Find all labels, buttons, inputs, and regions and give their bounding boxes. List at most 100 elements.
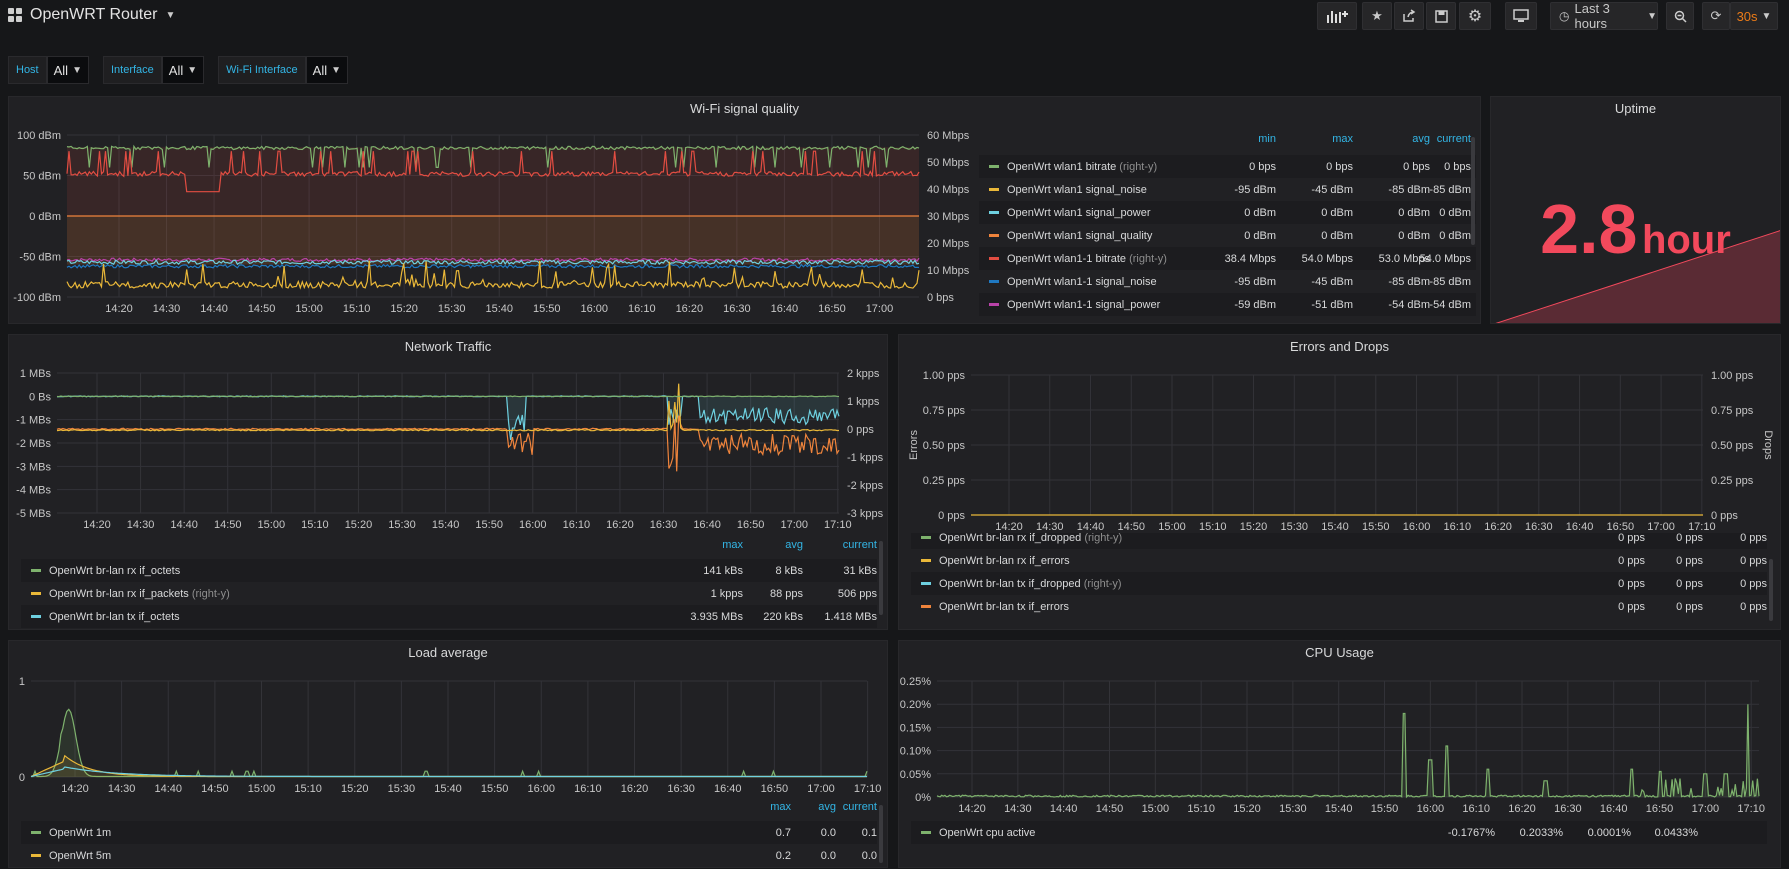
- panel-title[interactable]: Uptime: [1614, 101, 1657, 116]
- legend-series-name[interactable]: OpenWrt br-lan tx if_dropped (right-y): [939, 578, 1122, 590]
- variable-host-select[interactable]: All ▼: [46, 56, 89, 84]
- legend-color-swatch[interactable]: [989, 188, 999, 191]
- legend-series-name[interactable]: OpenWrt br-lan tx if_octets: [49, 611, 180, 623]
- legend-color-swatch[interactable]: [921, 605, 931, 608]
- legend-series-name[interactable]: OpenWrt wlan1-1 bitrate (right-y): [1007, 253, 1167, 265]
- legend-scrollbar[interactable]: [1769, 559, 1773, 621]
- legend-row[interactable]: OpenWrt br-lan tx if_dropped (right-y) 0 …: [911, 572, 1767, 595]
- legend-header-current[interactable]: current: [1436, 133, 1471, 145]
- tv-mode-button[interactable]: [1505, 2, 1537, 30]
- legend-header-min[interactable]: min: [1258, 133, 1276, 145]
- legend-row[interactable]: OpenWrt br-lan rx if_octets 141 kBs 8 kBs 3…: [21, 559, 877, 582]
- legend-row[interactable]: OpenWrt br-lan tx if_octets 3.935 MBs 220 …: [21, 605, 877, 628]
- variable-wifi-interface-select[interactable]: All ▼: [305, 56, 349, 84]
- cpu-chart[interactable]: 0.25% 0.20% 0.15% 0.10% 0.05% 0% 14:20 14:30 14:…: [899, 641, 1782, 815]
- panel-title[interactable]: Network Traffic: [404, 339, 492, 354]
- legend-row[interactable]: OpenWrt wlan1 signal_quality 0 dBm 0 dBm 0 …: [979, 224, 1476, 247]
- traffic-chart[interactable]: 1 MBs 0 Bs -1 MBs -2 MBs -3 MBs -4 MBs -5 MBs 2…: [9, 335, 889, 540]
- legend-series-label: OpenWrt br-lan rx if_dropped: [939, 533, 1082, 544]
- legend-row[interactable]: OpenWrt wlan1 signal_power 0 dBm 0 dBm 0 dB…: [979, 201, 1476, 224]
- legend-header-max[interactable]: max: [770, 801, 791, 813]
- y-tick-label: 0.50 pps: [923, 440, 966, 452]
- share-button[interactable]: [1394, 2, 1424, 30]
- legend-color-swatch[interactable]: [31, 569, 41, 572]
- x-tick-label: 17:10: [824, 519, 852, 531]
- legend-row[interactable]: OpenWrt cpu active -0.1767% 0.2033% 0.0001%…: [911, 821, 1767, 844]
- legend-scrollbar[interactable]: [1471, 137, 1475, 245]
- legend-series-name[interactable]: OpenWrt wlan1 signal_quality: [1007, 230, 1152, 242]
- panel-title[interactable]: Load average: [408, 645, 488, 660]
- legend-series-name[interactable]: OpenWrt wlan1-1 signal_noise: [1007, 276, 1157, 288]
- legend-row[interactable]: OpenWrt br-lan rx if_packets (right-y) 1 …: [21, 582, 877, 605]
- legend-scrollbar[interactable]: [879, 541, 883, 615]
- legend-row[interactable]: OpenWrt br-lan rx if_dropped (right-y) 0 …: [911, 533, 1767, 549]
- legend-series-name[interactable]: OpenWrt wlan1 bitrate (right-y): [1007, 161, 1157, 173]
- legend-row[interactable]: OpenWrt 1m 0.7 0.0 0.1: [21, 821, 877, 844]
- panel-title[interactable]: Errors and Drops: [1290, 339, 1389, 354]
- save-button[interactable]: [1426, 2, 1456, 30]
- y-tick-label: 0: [19, 772, 25, 784]
- legend-color-swatch[interactable]: [989, 257, 999, 260]
- star-button[interactable]: ★: [1362, 2, 1392, 30]
- time-picker-button[interactable]: ◷ Last 3 hours ▼: [1550, 1, 1658, 31]
- load-chart[interactable]: 1 0 14:20 14:30 14:40 14:50 15:00 15:10 15:20 15:…: [9, 641, 889, 801]
- legend-color-swatch[interactable]: [31, 831, 41, 834]
- legend-color-swatch[interactable]: [989, 234, 999, 237]
- legend-row[interactable]: OpenWrt wlan1 bitrate (right-y) 0 bps 0 bp…: [979, 155, 1476, 178]
- legend-series-name[interactable]: OpenWrt wlan1 signal_power: [1007, 207, 1150, 219]
- legend-color-swatch[interactable]: [989, 211, 999, 214]
- legend-color-swatch[interactable]: [31, 592, 41, 595]
- legend-header-avg[interactable]: avg: [818, 801, 836, 813]
- settings-button[interactable]: ⚙: [1459, 2, 1491, 30]
- add-panel-button[interactable]: [1317, 2, 1357, 30]
- legend-header-current[interactable]: current: [842, 801, 877, 813]
- refresh-interval-picker[interactable]: 30s ▼: [1730, 2, 1778, 30]
- legend-color-swatch[interactable]: [921, 536, 931, 539]
- legend-series-name[interactable]: OpenWrt wlan1-1 signal_power: [1007, 299, 1160, 311]
- x-tick-label: 17:10: [1737, 803, 1765, 815]
- wifi-chart[interactable]: 100 dBm 50 dBm 0 dBm -50 dBm -100 dBm 60 Mbps…: [9, 97, 979, 325]
- legend-color-swatch[interactable]: [921, 831, 931, 834]
- legend-row[interactable]: OpenWrt wlan1-1 signal_noise -95 dBm -45 d…: [979, 270, 1476, 293]
- legend-series-name[interactable]: OpenWrt br-lan rx if_packets (right-y): [49, 588, 230, 600]
- legend-series-name[interactable]: OpenWrt 5m: [49, 850, 111, 862]
- legend-header-current[interactable]: current: [842, 539, 877, 551]
- legend-series-name[interactable]: OpenWrt cpu active: [939, 827, 1035, 839]
- dashboard-title[interactable]: OpenWRT Router ▼: [8, 6, 175, 24]
- legend-series-name[interactable]: OpenWrt br-lan rx if_errors: [939, 555, 1070, 567]
- series-cpu-active: [936, 704, 1760, 799]
- legend-header-avg[interactable]: avg: [785, 539, 803, 551]
- refresh-button[interactable]: ⟳: [1702, 2, 1730, 30]
- legend-series-name[interactable]: OpenWrt wlan1 signal_noise: [1007, 184, 1147, 196]
- variable-interface-select[interactable]: All ▼: [161, 56, 205, 84]
- legend-series-name[interactable]: OpenWrt 1m: [49, 827, 111, 839]
- legend-color-swatch[interactable]: [989, 280, 999, 283]
- legend-color-swatch[interactable]: [31, 854, 41, 857]
- legend-header-avg[interactable]: avg: [1412, 133, 1430, 145]
- panel-title[interactable]: Wi-Fi signal quality: [689, 101, 800, 116]
- legend-series-label: OpenWrt br-lan tx if_octets: [49, 610, 180, 623]
- legend-series-name[interactable]: OpenWrt br-lan rx if_octets: [49, 565, 180, 577]
- x-tick-label: 15:20: [1233, 803, 1261, 815]
- legend-color-swatch[interactable]: [31, 615, 41, 618]
- errors-chart[interactable]: 1.00 pps 0.75 pps 0.50 pps 0.25 pps 0 pps 1.0…: [899, 335, 1782, 540]
- legend-row[interactable]: OpenWrt wlan1-1 signal_power -59 dBm -51 d…: [979, 293, 1476, 316]
- legend-header-max[interactable]: max: [1332, 133, 1353, 145]
- legend-color-swatch[interactable]: [921, 559, 931, 562]
- legend-series-name[interactable]: OpenWrt br-lan rx if_dropped (right-y): [939, 533, 1122, 544]
- legend-series-label: OpenWrt 1m: [49, 826, 112, 839]
- legend-header-max[interactable]: max: [722, 539, 743, 551]
- legend-series-name[interactable]: OpenWrt br-lan tx if_errors: [939, 601, 1069, 613]
- panel-title[interactable]: CPU Usage: [1305, 645, 1374, 660]
- x-tick-label: 15:20: [1240, 521, 1268, 533]
- legend-color-swatch[interactable]: [989, 303, 999, 306]
- legend-row[interactable]: OpenWrt br-lan tx if_errors 0 pps 0 pps 0 p…: [911, 595, 1767, 618]
- legend-row[interactable]: OpenWrt wlan1-1 bitrate (right-y) 38.4 Mb…: [979, 247, 1476, 270]
- legend-row[interactable]: OpenWrt br-lan rx if_errors 0 pps 0 pps 0 p…: [911, 549, 1767, 572]
- zoom-out-button[interactable]: [1666, 2, 1694, 30]
- legend-row[interactable]: OpenWrt 5m 0.2 0.0 0.0: [21, 844, 877, 867]
- legend-color-swatch[interactable]: [989, 165, 999, 168]
- legend-row[interactable]: OpenWrt wlan1 signal_noise -95 dBm -45 dBm…: [979, 178, 1476, 201]
- legend-scrollbar[interactable]: [879, 805, 883, 863]
- legend-color-swatch[interactable]: [921, 582, 931, 585]
